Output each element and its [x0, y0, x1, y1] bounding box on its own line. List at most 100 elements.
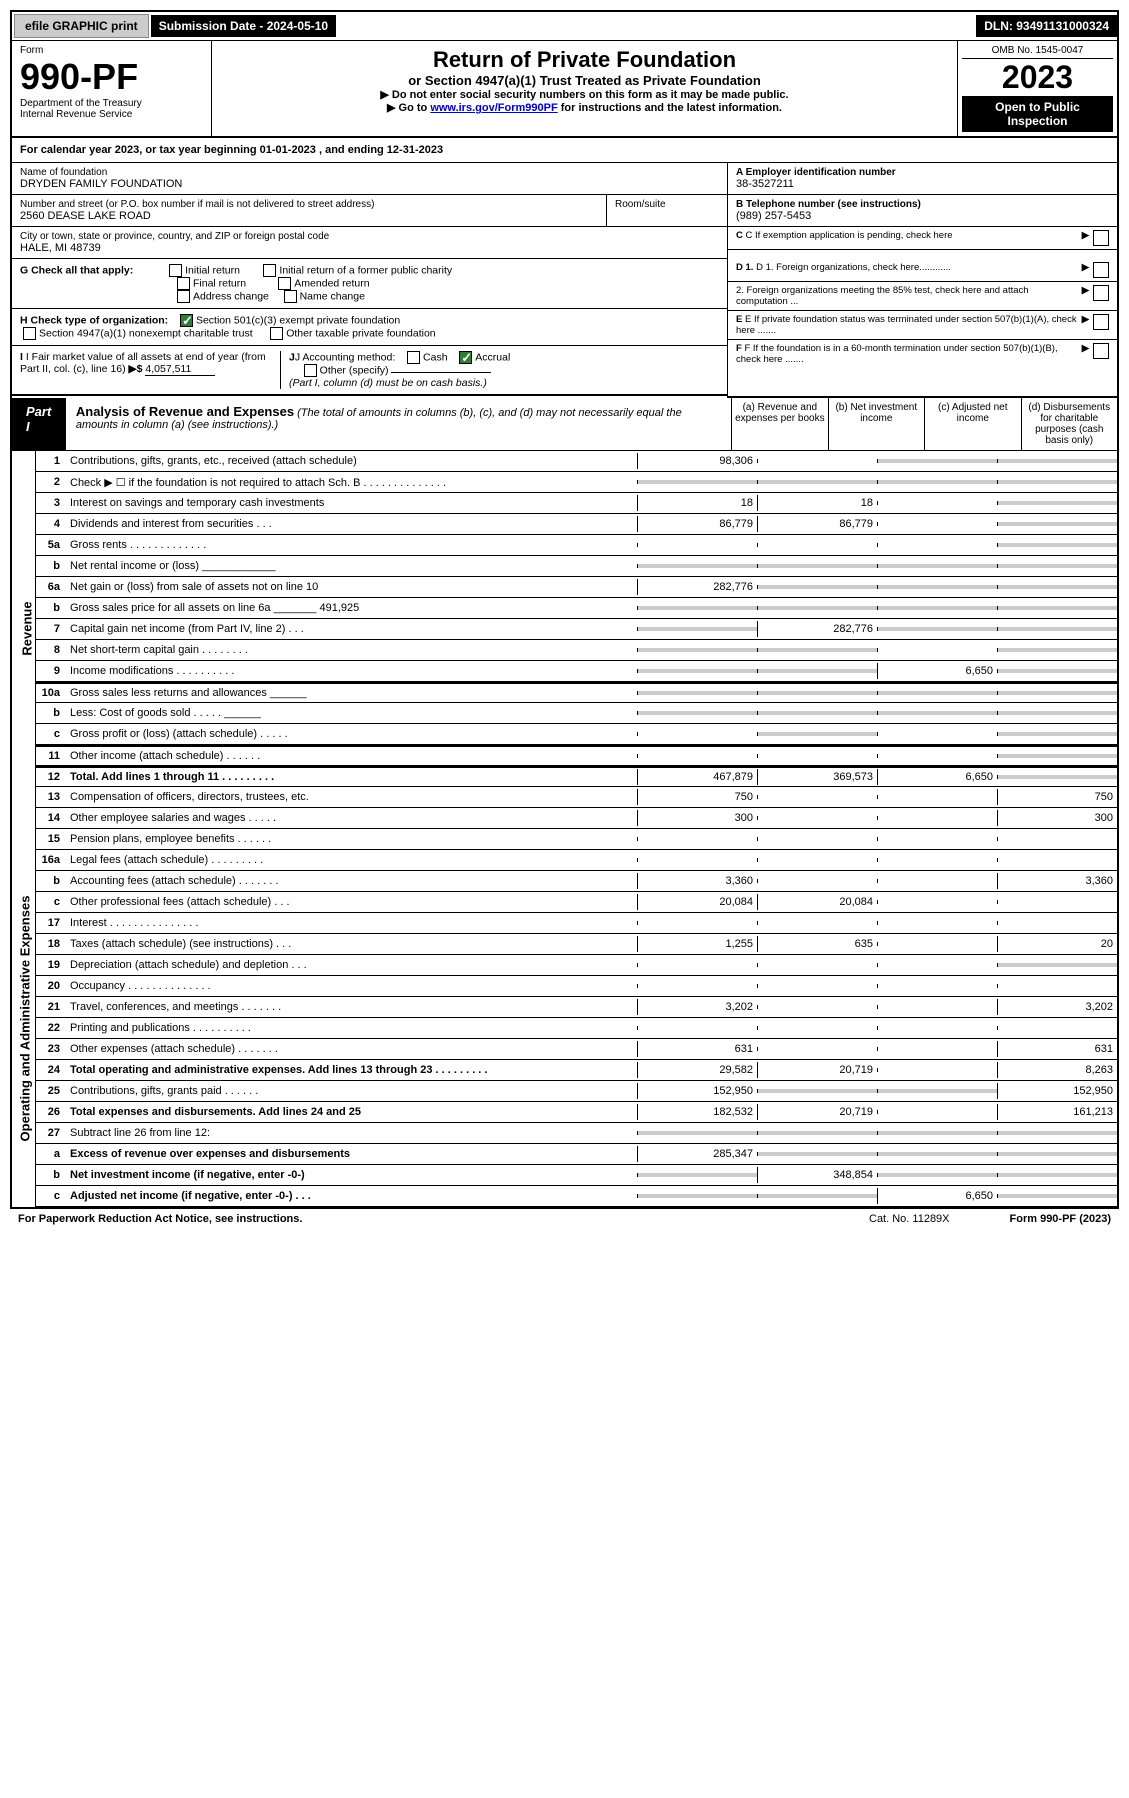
line-desc: Other expenses (attach schedule) . . . .… [66, 1041, 637, 1057]
line-number: c [36, 894, 66, 910]
cell-a: 18 [637, 495, 757, 511]
g-h-section: G Check all that apply: Initial return I… [12, 259, 1117, 398]
line-desc: Total. Add lines 1 through 11 . . . . . … [66, 769, 637, 785]
cb-initial-return[interactable] [169, 264, 182, 277]
cell-c [877, 1089, 997, 1093]
cb-name-change[interactable] [284, 290, 297, 303]
cell-b: 635 [757, 936, 877, 952]
cell-a [637, 564, 757, 568]
dept-text: Department of the Treasury [20, 98, 203, 109]
cell-b: 282,776 [757, 621, 877, 637]
cell-c [877, 627, 997, 631]
cell-b [757, 711, 877, 715]
efile-button[interactable]: efile GRAPHIC print [14, 14, 149, 38]
irs-link[interactable]: www.irs.gov/Form990PF [430, 102, 557, 114]
cell-a [637, 648, 757, 652]
cb-other-method[interactable] [304, 364, 317, 377]
line-desc: Taxes (attach schedule) (see instruction… [66, 936, 637, 952]
cell-a: 631 [637, 1041, 757, 1057]
line-number: 7 [36, 621, 66, 637]
d1-checkbox[interactable] [1093, 262, 1109, 278]
cell-b [757, 837, 877, 841]
cell-a: 1,255 [637, 936, 757, 952]
cb-address-change[interactable] [177, 290, 190, 303]
cell-d [997, 501, 1117, 505]
line-number: b [36, 558, 66, 574]
cell-c [877, 816, 997, 820]
submission-date: Submission Date - 2024-05-10 [151, 15, 336, 37]
cell-c [877, 585, 997, 589]
cell-a: 300 [637, 810, 757, 826]
line-number: 3 [36, 495, 66, 511]
table-row: 8Net short-term capital gain . . . . . .… [36, 640, 1117, 661]
cb-501c3[interactable] [180, 314, 193, 327]
cb-initial-former[interactable] [263, 264, 276, 277]
line-number: 23 [36, 1041, 66, 1057]
cell-c [877, 459, 997, 463]
line-number: 17 [36, 915, 66, 931]
line-number: c [36, 1188, 66, 1204]
cell-a [637, 1026, 757, 1030]
c-checkbox[interactable] [1093, 230, 1109, 246]
cell-d [997, 543, 1117, 547]
cb-final-return[interactable] [177, 277, 190, 290]
cell-a [637, 606, 757, 610]
f-checkbox[interactable] [1093, 343, 1109, 359]
cb-4947a1[interactable] [23, 327, 36, 340]
col-d-header: (d) Disbursements for charitable purpose… [1021, 398, 1117, 450]
cell-c [877, 1047, 997, 1051]
e-checkbox[interactable] [1093, 314, 1109, 330]
cell-b [757, 1152, 877, 1156]
cell-d: 631 [997, 1041, 1117, 1057]
cell-d: 20 [997, 936, 1117, 952]
d2-checkbox[interactable] [1093, 285, 1109, 301]
line-number: a [36, 1146, 66, 1162]
cell-b [757, 543, 877, 547]
table-row: 25Contributions, gifts, grants paid . . … [36, 1081, 1117, 1102]
cell-c [877, 1110, 997, 1114]
line-number: 18 [36, 936, 66, 952]
cb-amended[interactable] [278, 277, 291, 290]
table-row: 4Dividends and interest from securities … [36, 514, 1117, 535]
cell-d [997, 564, 1117, 568]
cell-c [877, 837, 997, 841]
cb-accrual[interactable] [459, 351, 472, 364]
line-desc: Total operating and administrative expen… [66, 1062, 637, 1078]
line-number: 20 [36, 978, 66, 994]
line-number: 10a [36, 685, 66, 701]
line-desc: Dividends and interest from securities .… [66, 516, 637, 532]
cell-b [757, 648, 877, 652]
cell-b [757, 1005, 877, 1009]
cb-cash[interactable] [407, 351, 420, 364]
line-desc: Total expenses and disbursements. Add li… [66, 1104, 637, 1120]
cell-b [757, 691, 877, 695]
cell-a: 467,879 [637, 769, 757, 785]
line-number: 9 [36, 663, 66, 679]
line-number: c [36, 726, 66, 742]
line-number: 11 [36, 748, 66, 764]
cell-a: 98,306 [637, 453, 757, 469]
cell-c [877, 1026, 997, 1030]
cell-a: 182,532 [637, 1104, 757, 1120]
cell-a [637, 543, 757, 547]
line-number: 5a [36, 537, 66, 553]
ein-label: A Employer identification number [736, 167, 1109, 178]
cell-a [637, 837, 757, 841]
cell-b: 18 [757, 495, 877, 511]
col-c-header: (c) Adjusted net income [924, 398, 1020, 450]
cell-a: 29,582 [637, 1062, 757, 1078]
cell-b: 86,779 [757, 516, 877, 532]
d2-label: 2. Foreign organizations meeting the 85%… [736, 285, 1082, 307]
table-row: 5aGross rents . . . . . . . . . . . . . [36, 535, 1117, 556]
line-desc: Capital gain net income (from Part IV, l… [66, 621, 637, 637]
line-desc: Gross sales less returns and allowances … [66, 685, 637, 701]
instr-1: ▶ Do not enter social security numbers o… [218, 88, 951, 101]
line-desc: Excess of revenue over expenses and disb… [66, 1146, 637, 1162]
form-subtitle: or Section 4947(a)(1) Trust Treated as P… [218, 73, 951, 88]
cell-d [997, 627, 1117, 631]
line-desc: Other professional fees (attach schedule… [66, 894, 637, 910]
table-row: 24Total operating and administrative exp… [36, 1060, 1117, 1081]
table-row: bNet investment income (if negative, ent… [36, 1165, 1117, 1186]
form-ref: Form 990-PF (2023) [1010, 1213, 1111, 1225]
cb-other-taxable[interactable] [270, 327, 283, 340]
